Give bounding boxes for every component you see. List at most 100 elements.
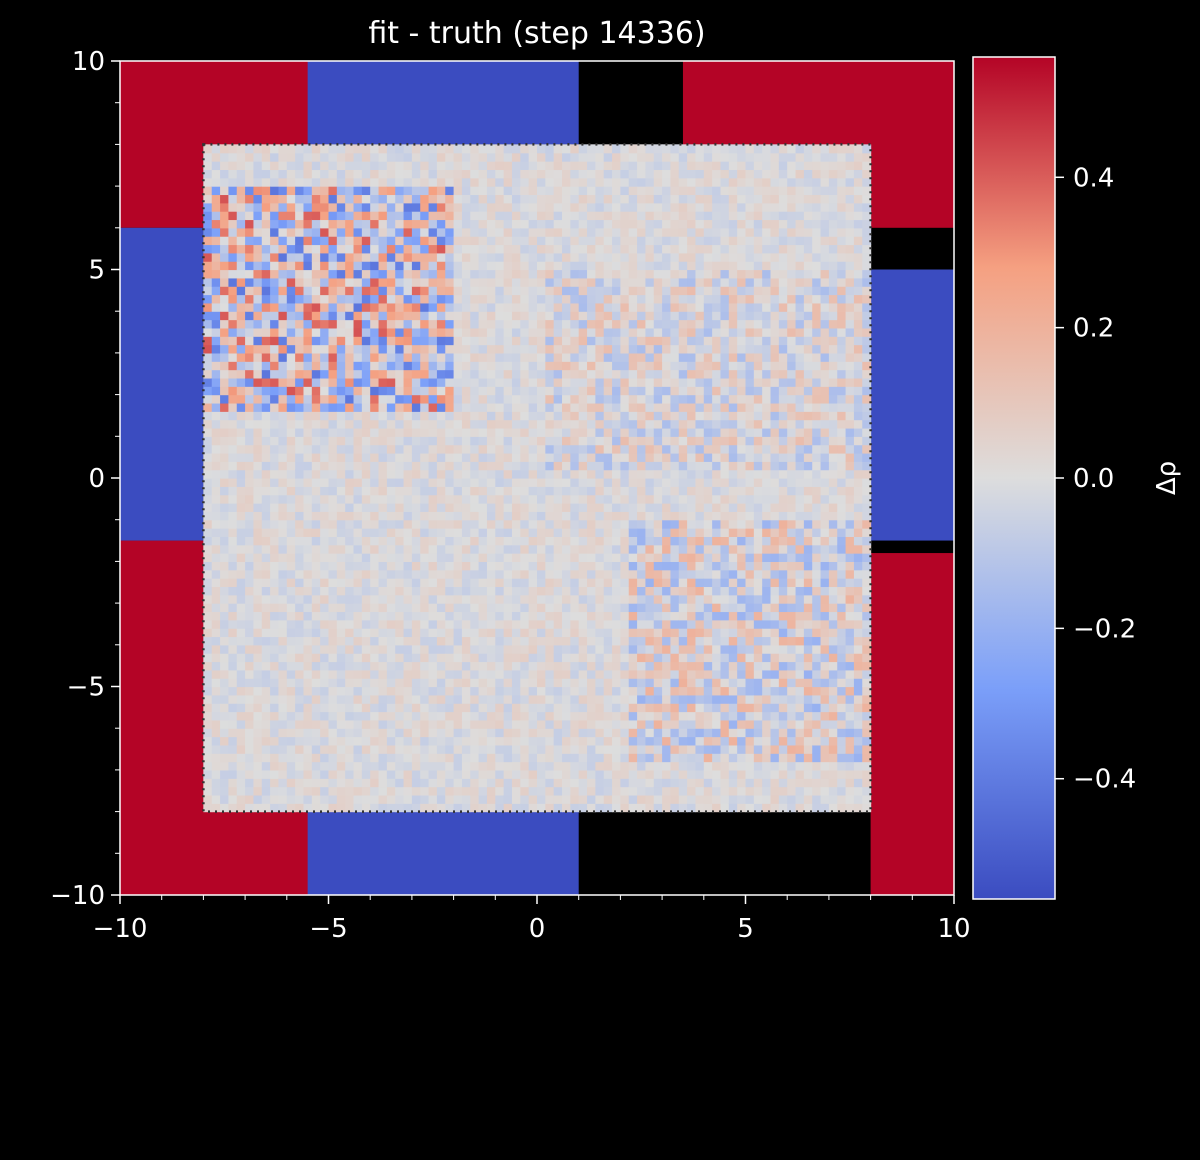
heatmap-cell [562,586,571,596]
heatmap-cell [503,469,513,479]
heatmap-cell [336,803,346,813]
heatmap-cell [695,169,705,179]
heatmap-cell [461,194,471,204]
heatmap-cell [211,452,221,462]
heatmap-cell [670,503,680,512]
heatmap-cell [278,311,288,321]
heatmap-cell [578,161,588,171]
heatmap-cell [545,719,555,729]
heatmap-cell [612,603,621,613]
heatmap-cell [470,603,480,613]
heatmap-cell [370,511,380,521]
heatmap-cell [687,219,697,229]
heatmap-cell [411,177,421,187]
heatmap-cell [570,261,580,271]
heatmap-cell [453,519,463,529]
heatmap-cell [537,753,546,763]
heatmap-cell [386,452,396,462]
heatmap-cell [695,561,705,571]
heatmap-cell [253,519,263,529]
heatmap-cell [511,778,521,788]
heatmap-cell [411,611,421,621]
heatmap-cell [712,478,722,487]
heatmap-cell [336,778,346,788]
heatmap-cell [303,719,313,729]
heatmap-cell [503,202,513,212]
heatmap-cell [637,311,647,321]
heatmap-cell [361,803,371,813]
heatmap-cell [678,261,688,271]
heatmap-cell [612,536,621,546]
heatmap-cell [370,319,380,329]
heatmap-cell [386,394,396,404]
heatmap-cell [311,594,321,604]
heatmap-cell [670,753,680,763]
heatmap-cell [220,661,230,671]
heatmap-cell [445,736,455,746]
heatmap-cell [470,744,480,754]
heatmap-cell [562,427,571,437]
heatmap-cell [461,661,471,671]
heatmap-cell [420,653,430,663]
heatmap-cell [228,177,238,187]
heatmap-cell [220,769,230,779]
heatmap-cell [637,611,647,621]
heatmap-cell [637,669,647,679]
heatmap-cell [612,736,621,746]
heatmap-cell [570,794,580,804]
heatmap-cell [378,744,388,754]
heatmap-cell [562,478,571,487]
heatmap-cell [461,703,471,713]
heatmap-cell [603,711,613,721]
heatmap-cell [203,519,213,529]
heatmap-cell [578,661,588,671]
heatmap-cell [637,603,647,613]
heatmap-cell [570,469,580,479]
heatmap-cell [236,786,246,796]
heatmap-cell [503,302,513,312]
heatmap-cell [470,669,480,679]
heatmap-cell [703,361,713,371]
heatmap-cell [311,561,321,571]
heatmap-cell [236,161,246,171]
heatmap-cell [261,411,271,421]
heatmap-cell [511,327,521,337]
heatmap-cell [395,578,405,588]
heatmap-cell [245,169,255,179]
heatmap-cell [353,694,363,704]
heatmap-cell [703,219,713,229]
heatmap-cell [253,319,263,329]
heatmap-cell [570,394,580,404]
heatmap-cell [461,452,471,462]
heatmap-cell [311,578,321,588]
heatmap-cell [261,186,271,196]
heatmap-cell [370,152,380,162]
heatmap-cell [420,269,430,279]
heatmap-cell [587,461,596,471]
heatmap-cell [637,528,647,537]
heatmap-cell [528,728,538,738]
heatmap-cell [253,669,263,679]
heatmap-cell [311,553,321,562]
heatmap-cell [670,252,680,262]
heatmap-cell [703,277,713,287]
heatmap-cell [578,544,588,554]
heatmap-cell [687,486,697,496]
heatmap-cell [637,352,647,362]
heatmap-cell [345,336,355,346]
heatmap-cell [620,394,630,404]
heatmap-cell [320,486,330,496]
heatmap-cell [445,177,455,187]
heatmap-cell [528,644,538,654]
heatmap-cell [395,728,405,738]
heatmap-cell [303,536,313,546]
heatmap-cell [678,177,688,187]
heatmap-cell [253,261,263,271]
heatmap-cell [361,177,371,187]
heatmap-cell [461,419,471,429]
heatmap-cell [220,152,230,162]
heatmap-cell [495,778,505,788]
heatmap-cell [278,144,288,154]
heatmap-cell [203,394,213,404]
heatmap-cell [353,486,363,496]
